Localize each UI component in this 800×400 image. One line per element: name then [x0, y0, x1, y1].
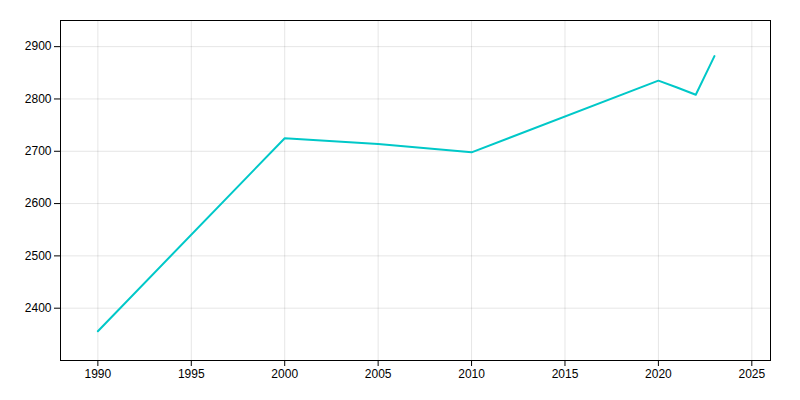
svg-text:1995: 1995: [178, 367, 205, 381]
svg-text:2005: 2005: [365, 367, 392, 381]
svg-text:2700: 2700: [25, 144, 52, 158]
svg-text:2600: 2600: [25, 196, 52, 210]
svg-text:2000: 2000: [271, 367, 298, 381]
svg-text:1990: 1990: [85, 367, 112, 381]
svg-text:2015: 2015: [552, 367, 579, 381]
svg-text:2900: 2900: [25, 39, 52, 53]
svg-text:2500: 2500: [25, 249, 52, 263]
svg-text:2020: 2020: [645, 367, 672, 381]
svg-text:2010: 2010: [458, 367, 485, 381]
svg-text:2400: 2400: [25, 301, 52, 315]
svg-text:2025: 2025: [738, 367, 765, 381]
svg-text:2800: 2800: [25, 92, 52, 106]
